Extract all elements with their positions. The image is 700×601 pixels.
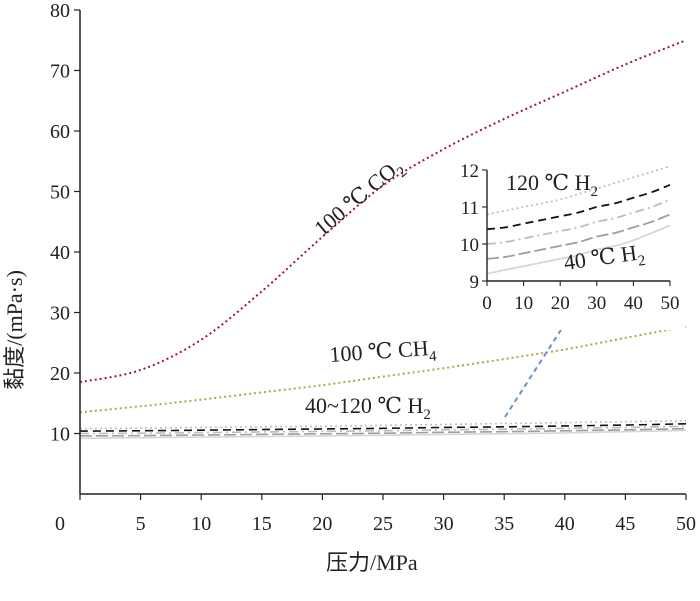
inset-h2-series-line: [486, 224, 671, 275]
x-tick-label: 25: [373, 513, 393, 535]
ch4-curve-label: 100 ℃ CH4: [329, 335, 438, 372]
x-tick-label: 35: [494, 513, 514, 535]
inset-x-tick-label: 40: [624, 293, 643, 314]
x-tick-label: 10: [191, 513, 211, 535]
h2-series-line: [79, 429, 687, 440]
inset-y-tick-label: 11: [461, 198, 479, 219]
x-tick-label: 40: [555, 513, 575, 535]
inset-x-tick-label: 30: [587, 293, 606, 314]
h2-group-label: 40~120 ℃ H2: [305, 393, 431, 423]
h2-series-line: [79, 427, 687, 437]
y-tick-label: 80: [50, 0, 70, 22]
main-series-group: [79, 39, 687, 440]
y-axis-title: 黏度/(mPa·s): [2, 270, 27, 390]
inset-x-tick-label: 10: [514, 293, 533, 314]
inset-y-tick-label: 12: [460, 161, 479, 182]
co2-series-line: [79, 39, 687, 384]
zoom-arrow: [504, 321, 567, 418]
ch4-series-line: [79, 325, 687, 414]
x-tick-label: 15: [252, 513, 272, 535]
x-tick-label: 5: [136, 513, 146, 535]
inset-background: [455, 160, 685, 330]
x-tick-label: 30: [434, 513, 454, 535]
y-tick-label: 30: [50, 303, 70, 325]
x-axis-title: 压力/MPa: [326, 550, 418, 575]
co2-curve-label: 100 ℃ CO2: [309, 153, 410, 245]
inset-h2-series-line: [486, 213, 671, 260]
y-tick-label: 40: [50, 242, 70, 264]
inset-axes: 0 10 20 30 40 50 9 10 11 12: [460, 161, 680, 314]
inset-y-tick-label: 9: [470, 272, 480, 293]
inset-h2-series-line: [486, 198, 671, 245]
h2-series-line: [79, 423, 687, 432]
inset-series-group: [486, 165, 671, 275]
inset-y-tick-label: 10: [460, 235, 479, 256]
x-tick-label: 0: [55, 513, 65, 535]
y-tick-label: 60: [50, 121, 70, 143]
inset-120c-h2-label: 120 ℃ H2: [506, 170, 598, 200]
y-tick-label: 20: [50, 363, 70, 385]
main-axes: 0 5 10 15 20 25 30 35 40 45 50 10 20 30 40 50 60 70 80: [50, 0, 696, 535]
inset-h2-series-line: [486, 183, 671, 231]
y-tick-label: 50: [50, 182, 70, 204]
inset-x-tick-label: 50: [661, 293, 680, 314]
x-tick-label: 50: [676, 513, 696, 535]
x-tick-label: 20: [312, 513, 332, 535]
inset-x-tick-label: 20: [551, 293, 570, 314]
y-tick-label: 70: [50, 61, 70, 83]
inset-x-tick-label: 0: [482, 293, 492, 314]
x-tick-label: 45: [615, 513, 635, 535]
y-tick-label: 10: [50, 424, 70, 446]
h2-series-line: [79, 425, 687, 435]
inset-h2-series-line: [486, 165, 671, 216]
